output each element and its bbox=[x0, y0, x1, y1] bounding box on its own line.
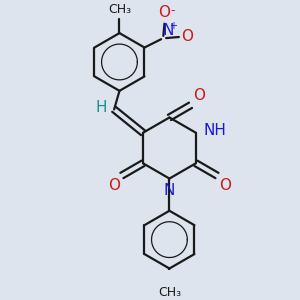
Text: N: N bbox=[162, 23, 174, 38]
Text: H: H bbox=[96, 100, 107, 115]
Text: O: O bbox=[219, 178, 231, 193]
Text: O: O bbox=[108, 178, 120, 193]
Text: NH: NH bbox=[204, 123, 226, 138]
Text: O: O bbox=[158, 5, 170, 20]
Text: -: - bbox=[170, 4, 175, 17]
Text: N: N bbox=[164, 183, 175, 198]
Text: CH₃: CH₃ bbox=[108, 3, 131, 16]
Text: +: + bbox=[169, 21, 177, 32]
Text: CH₃: CH₃ bbox=[158, 286, 181, 299]
Text: O: O bbox=[193, 88, 205, 103]
Text: O: O bbox=[181, 29, 193, 44]
